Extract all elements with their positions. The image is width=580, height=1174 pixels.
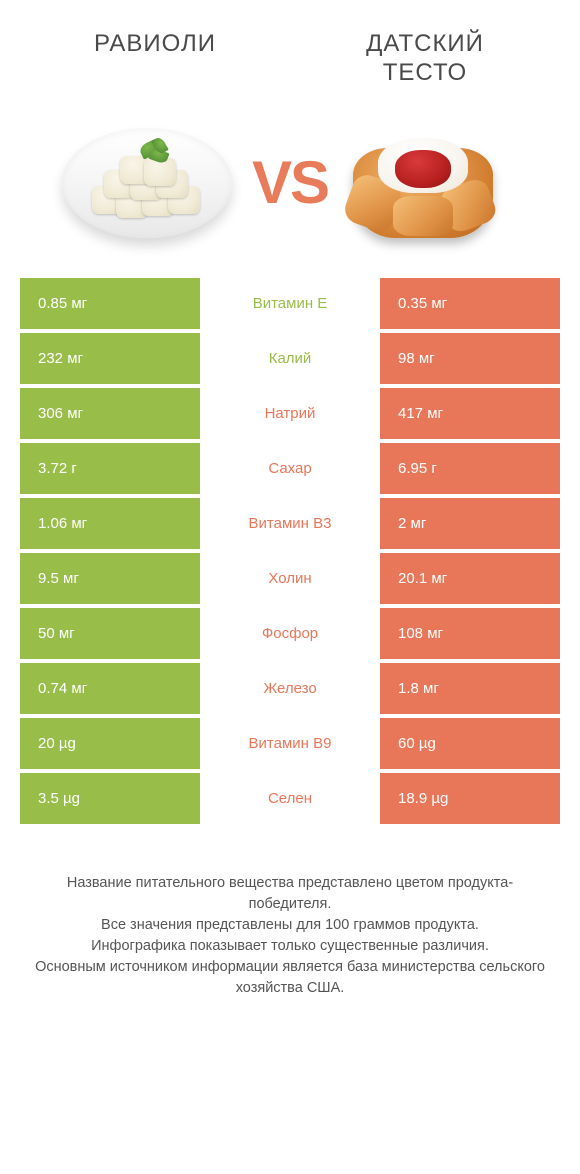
table-row: 1.06 мгВитамин B32 мг — [20, 498, 560, 549]
right-value: 60 µg — [380, 718, 560, 769]
table-row: 232 мгКалий98 мг — [20, 333, 560, 384]
nutrient-label: Витамин B3 — [200, 498, 380, 549]
header: РАВИОЛИ ДАТСКИЙ ТЕСТО — [0, 0, 580, 98]
table-row: 20 µgВитамин B960 µg — [20, 718, 560, 769]
nutrient-label: Холин — [200, 553, 380, 604]
right-value: 98 мг — [380, 333, 560, 384]
nutrient-label: Сахар — [200, 443, 380, 494]
left-value: 232 мг — [20, 333, 200, 384]
ravioli-illustration — [57, 118, 237, 248]
right-value: 2 мг — [380, 498, 560, 549]
table-row: 3.72 гСахар6.95 г — [20, 443, 560, 494]
table-row: 50 мгФосфор108 мг — [20, 608, 560, 659]
nutrient-label: Витамин B9 — [200, 718, 380, 769]
footnote-line-2: Все значения представлены для 100 граммо… — [30, 915, 550, 936]
nutrient-label: Фосфор — [200, 608, 380, 659]
left-value: 3.72 г — [20, 443, 200, 494]
table-row: 0.85 мгВитамин E0.35 мг — [20, 278, 560, 329]
right-value: 108 мг — [380, 608, 560, 659]
table-row: 9.5 мгХолин20.1 мг — [20, 553, 560, 604]
left-value: 1.06 мг — [20, 498, 200, 549]
left-value: 3.5 µg — [20, 773, 200, 824]
left-value: 306 мг — [20, 388, 200, 439]
nutrient-label: Натрий — [200, 388, 380, 439]
images-row: VS — [0, 98, 580, 278]
left-value: 9.5 мг — [20, 553, 200, 604]
right-value: 20.1 мг — [380, 553, 560, 604]
nutrient-label: Калий — [200, 333, 380, 384]
footnote-line-3: Инфографика показывает только существенн… — [30, 936, 550, 957]
left-product-title: РАВИОЛИ — [20, 30, 290, 59]
left-value: 0.74 мг — [20, 663, 200, 714]
right-product-title-wrap: ДАТСКИЙ ТЕСТО — [290, 30, 560, 88]
comparison-table: 0.85 мгВитамин E0.35 мг232 мгКалий98 мг3… — [0, 278, 580, 824]
left-value: 50 мг — [20, 608, 200, 659]
right-value: 18.9 µg — [380, 773, 560, 824]
footnote-line-4: Основным источником информации является … — [30, 957, 550, 999]
vs-label: VS — [252, 148, 328, 217]
danish-illustration — [343, 118, 523, 248]
nutrient-label: Витамин E — [200, 278, 380, 329]
left-product-title-wrap: РАВИОЛИ — [20, 30, 290, 88]
right-product-title: ДАТСКИЙ ТЕСТО — [290, 30, 560, 88]
table-row: 0.74 мгЖелезо1.8 мг — [20, 663, 560, 714]
table-row: 3.5 µgСелен18.9 µg — [20, 773, 560, 824]
right-value: 1.8 мг — [380, 663, 560, 714]
right-value: 0.35 мг — [380, 278, 560, 329]
nutrient-label: Селен — [200, 773, 380, 824]
right-value: 417 мг — [380, 388, 560, 439]
nutrient-label: Железо — [200, 663, 380, 714]
footnote-line-1: Название питательного вещества представл… — [30, 873, 550, 915]
right-value: 6.95 г — [380, 443, 560, 494]
left-value: 0.85 мг — [20, 278, 200, 329]
footnote: Название питательного вещества представл… — [0, 828, 580, 1019]
left-value: 20 µg — [20, 718, 200, 769]
table-row: 306 мгНатрий417 мг — [20, 388, 560, 439]
